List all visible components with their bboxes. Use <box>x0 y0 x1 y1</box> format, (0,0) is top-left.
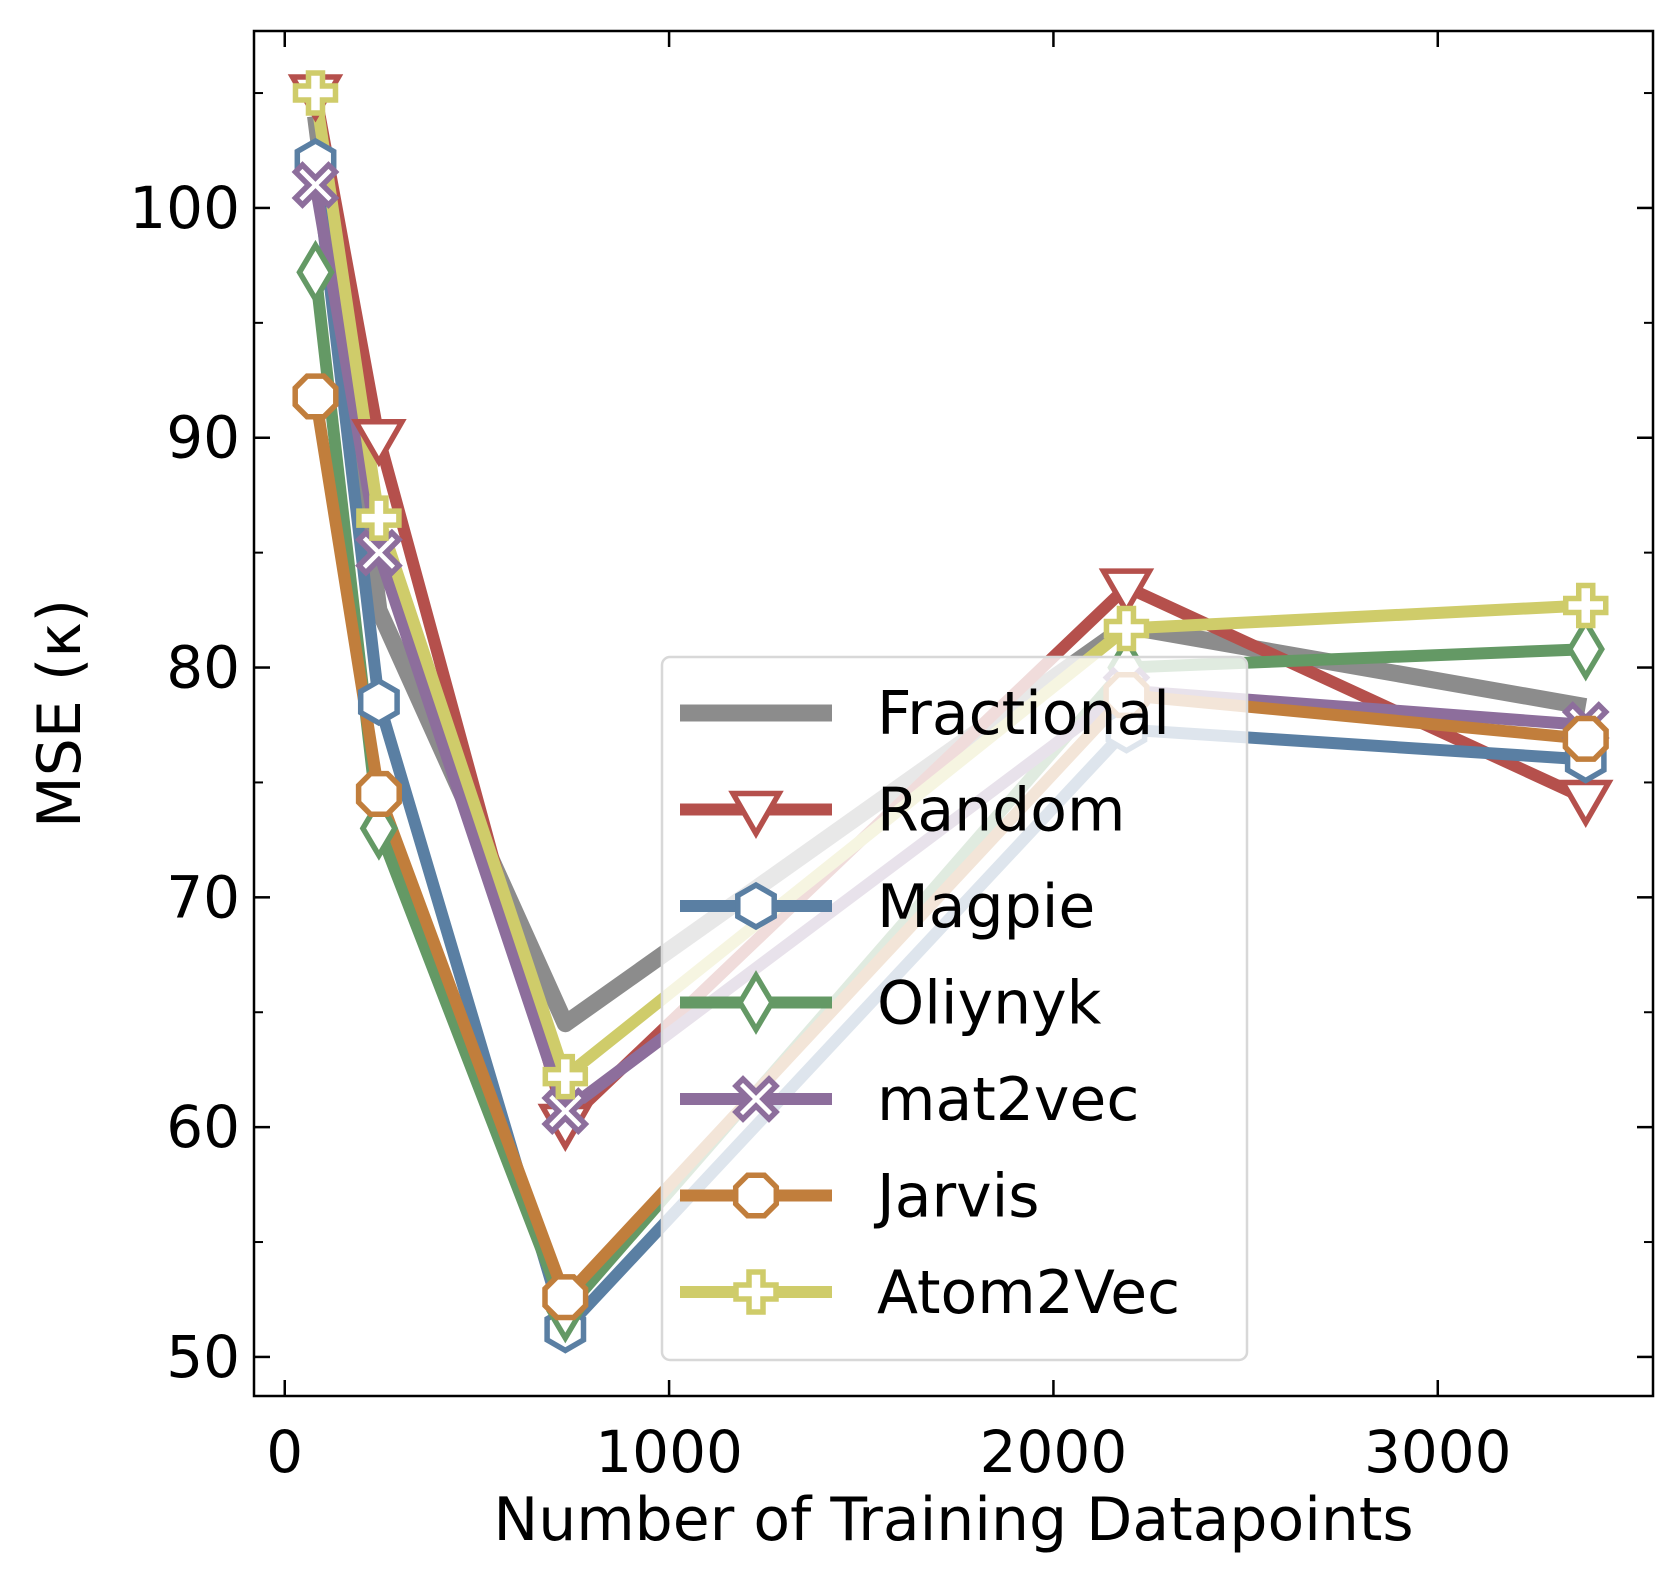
x-tick-label: 3000 <box>1364 1418 1512 1486</box>
point-mat2vec <box>355 528 403 577</box>
point-oliynyk <box>296 239 335 305</box>
point-atom2vec <box>356 495 402 541</box>
y-tick-label: 90 <box>166 404 240 472</box>
legend-label-atom2vec: Atom2Vec <box>877 1258 1180 1328</box>
point-atom2vec <box>542 1053 589 1100</box>
plot-frame <box>252 29 1655 1398</box>
point-jarvis <box>542 1274 589 1321</box>
point-oliynyk <box>1566 616 1605 682</box>
y-tick-label: 100 <box>129 174 240 242</box>
legend-label-magpie: Magpie <box>877 872 1095 942</box>
legend-marker-oliynyk <box>736 970 776 1035</box>
y-tick-label: 60 <box>166 1093 240 1161</box>
legend-marker-jarvis <box>732 1172 780 1219</box>
y-tick-label: 70 <box>166 863 240 931</box>
x-tick-label: 2000 <box>980 1418 1128 1486</box>
legend-label-fractional: Fractional <box>877 679 1170 749</box>
point-mat2vec <box>541 1087 590 1135</box>
x-axis-title: Number of Training Datapoints <box>493 1485 1413 1555</box>
legend-marker-mat2vec <box>732 1075 780 1123</box>
legend-label-oliynyk: Oliynyk <box>877 969 1102 1039</box>
legend-marker-magpie <box>735 881 777 931</box>
point-random <box>351 418 407 468</box>
y-axis-title: MSE (κ) <box>25 599 95 828</box>
legend-label-jarvis: Jarvis <box>873 1162 1040 1232</box>
y-tick-label: 50 <box>166 1323 240 1391</box>
point-magpie <box>357 677 400 727</box>
legend-marker-atom2vec <box>733 1269 779 1315</box>
point-jarvis <box>1562 715 1609 762</box>
axis-ticks: 0 1000 2000 3000 50 60 70 80 90 100 <box>129 31 1653 1486</box>
point-atom2vec <box>1103 605 1150 652</box>
x-tick-label: 0 <box>266 1418 303 1486</box>
point-random <box>1098 568 1155 617</box>
legend-marker-random <box>728 790 784 840</box>
y-tick-label: 80 <box>166 634 240 702</box>
point-jarvis <box>292 373 339 420</box>
x-tick-label: 1000 <box>595 1418 743 1486</box>
series-markers <box>287 70 1614 1354</box>
point-atom2vec <box>1562 582 1609 629</box>
legend-box <box>660 655 1249 1362</box>
legend-label-mat2vec: mat2vec <box>877 1065 1139 1135</box>
legend: Fractional Random Magpie Oliynyk mat2vec Jarv… <box>660 655 1249 1362</box>
legend-label-random: Random <box>877 776 1125 846</box>
point-mat2vec <box>291 161 340 209</box>
point-jarvis <box>355 770 402 818</box>
point-atom2vec <box>292 70 339 116</box>
